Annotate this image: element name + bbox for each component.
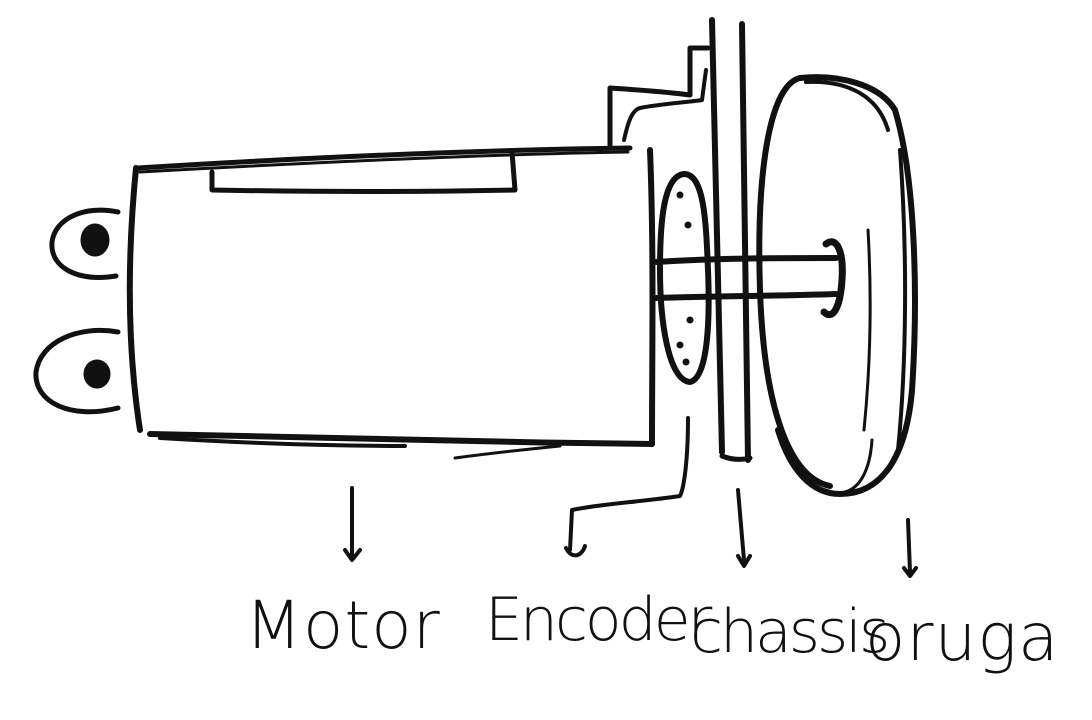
motor-body (126, 145, 656, 460)
chassis-plate (709, 17, 753, 463)
mount-bracket (607, 45, 711, 148)
motor-terminal-bottom (33, 327, 121, 415)
arrow-encoder (564, 416, 690, 558)
label-chassis: chassis (690, 597, 887, 667)
label-encoder: Encoder (485, 585, 713, 655)
label-oruga: oruga (865, 599, 1059, 676)
track-wheel (756, 74, 918, 497)
arrow-chassis (736, 488, 752, 568)
motor-terminal-top (49, 207, 121, 280)
encoder-disc (657, 171, 712, 385)
drive-shaft (653, 238, 846, 319)
arrow-oruga (902, 518, 918, 578)
arrow-motor (343, 486, 362, 562)
label-motor: Motor (245, 587, 441, 664)
